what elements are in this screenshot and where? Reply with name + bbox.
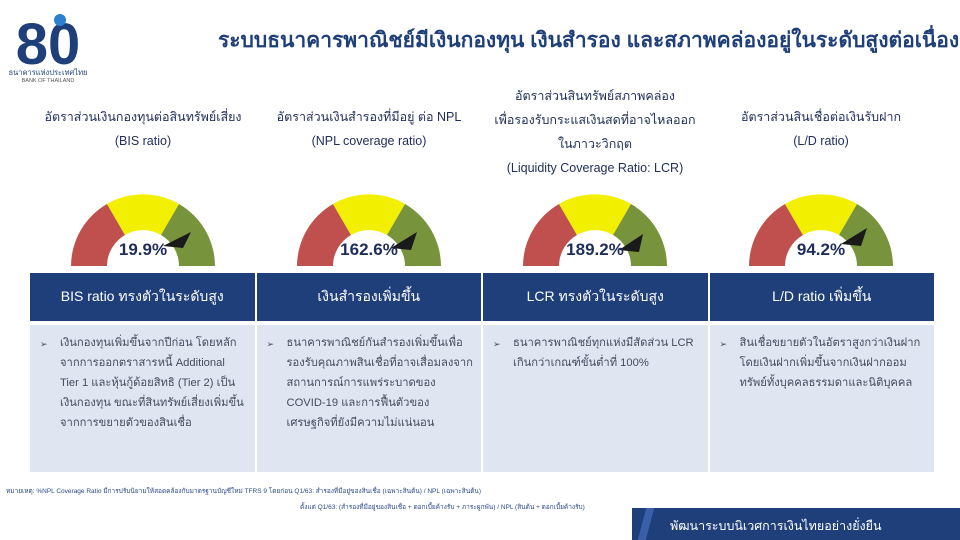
gauge-needle bbox=[841, 228, 867, 246]
gauge-needle bbox=[391, 232, 417, 250]
page-title: ระบบธนาคารพาณิชย์มีเงินกองทุน เงินสำรอง … bbox=[218, 29, 960, 52]
bank-logo: 80 bbox=[8, 6, 86, 94]
footnote-line-2: ตั้งแต่ Q1/63: (สำรองที่มีอยู่ของสินเชื่… bbox=[300, 504, 585, 511]
summary-header-lcr: LCR ทรงตัวในระดับสูง bbox=[483, 273, 710, 321]
summary-panel-bis: ➢ เงินกองทุนเพิ่มขึ้นจากปีก่อน โดยหลักจา… bbox=[30, 325, 255, 472]
indicator-title-line: เพื่อรองรับกระแสเงินสดที่อาจไหลออก bbox=[494, 113, 696, 127]
bullet-text: สินเชื่อขยายตัวในอัตราสูงกว่าเงินฝาก โดย… bbox=[739, 337, 921, 389]
gauge-dial bbox=[71, 194, 215, 266]
indicator-title-line: อัตราส่วนเงินสำรองที่มีอยู่ ต่อ NPL bbox=[276, 110, 462, 124]
indicator-title-bis: อัตราส่วนเงินกองทุนต่อสินทรัพย์เสี่ยง (B… bbox=[30, 105, 256, 153]
summary-header-npl: เงินสำรองเพิ่มขึ้น bbox=[257, 273, 483, 321]
bullet-text: เงินกองทุนเพิ่มขึ้นจากปีก่อน โดยหลักจากก… bbox=[60, 337, 244, 429]
summary-header-ld: L/D ratio เพิ่มขึ้น bbox=[772, 288, 872, 304]
indicator-title-ld: อัตราส่วนสินเชื่อต่อเงินรับฝาก (L/D rati… bbox=[708, 105, 934, 153]
summary-panel-lcr: ➢ ธนาคารพาณิชย์ทุกแห่งมีสัดส่วน LCR เกิน… bbox=[483, 325, 708, 472]
gauge-needle bbox=[163, 232, 191, 248]
indicator-title-line: อัตราส่วนเงินกองทุนต่อสินทรัพย์เสี่ยง bbox=[44, 110, 242, 124]
indicator-title-line: (NPL coverage ratio) bbox=[311, 134, 427, 148]
bottom-banner-text: พัฒนาระบบนิเวศการเงินไทยอย่างยั่งยืน bbox=[670, 519, 882, 533]
gauge-ld: 94.2% bbox=[708, 188, 934, 268]
list-item: ➢ เงินกองทุนเพิ่มขึ้นจากปีก่อน โดยหลักจา… bbox=[40, 333, 247, 433]
summary-header-row: BIS ratio ทรงตัวในระดับสูง เงินสำรองเพิ่… bbox=[30, 273, 934, 321]
gauge-dial bbox=[749, 194, 893, 266]
arrow-bullet-icon: ➢ bbox=[493, 339, 501, 349]
list-item: ➢ สินเชื่อขยายตัวในอัตราสูงกว่าเงินฝาก โ… bbox=[720, 333, 927, 393]
bullet-text: ธนาคารพาณิชย์ทุกแห่งมีสัดส่วน LCR เกินกว… bbox=[513, 337, 694, 369]
arrow-bullet-icon: ➢ bbox=[40, 339, 48, 349]
footnote-line-1: หมายเหตุ: %NPL Coverage Ratio มีการปรับน… bbox=[6, 488, 482, 495]
logo-numeral: 80 bbox=[16, 12, 81, 70]
indicator-title-line: (L/D ratio) bbox=[793, 134, 849, 148]
logo-caption-thai: ธนาคารแห่งประเทศไทย bbox=[8, 68, 88, 77]
summary-panel-npl: ➢ ธนาคารพาณิชย์กันสำรองเพิ่มขึ้นเพื่อรอง… bbox=[256, 325, 481, 472]
indicator-title-line: ในภาวะวิกฤต bbox=[558, 137, 632, 151]
indicator-title-npl: อัตราส่วนเงินสำรองที่มีอยู่ ต่อ NPL (NPL… bbox=[256, 105, 482, 153]
indicator-title-line: (Liquidity Coverage Ratio: LCR) bbox=[506, 161, 684, 175]
gauge-value: 19.9% bbox=[118, 240, 168, 259]
indicator-title-lcr: อัตราส่วนสินทรัพย์สภาพคล่อง เพื่อรองรับก… bbox=[482, 84, 708, 180]
logo-caption: ธนาคารแห่งประเทศไทย BANK OF THAILAND bbox=[6, 68, 90, 86]
arrow-bullet-icon: ➢ bbox=[266, 339, 275, 349]
indicator-title-line: อัตราส่วนสินเชื่อต่อเงินรับฝาก bbox=[740, 110, 902, 124]
summary-header-bis: BIS ratio ทรงตัวในระดับสูง bbox=[30, 273, 257, 321]
list-item: ➢ ธนาคารพาณิชย์กันสำรองเพิ่มขึ้นเพื่อรอง… bbox=[267, 333, 474, 433]
gauge-dial bbox=[523, 194, 667, 266]
gauge-needle bbox=[619, 234, 643, 252]
gauge-npl: 162.6% bbox=[256, 188, 482, 268]
list-item: ➢ ธนาคารพาณิชย์ทุกแห่งมีสัดส่วน LCR เกิน… bbox=[493, 333, 700, 373]
arrow-bullet-icon: ➢ bbox=[719, 339, 728, 349]
gauge-lcr: 189.2% bbox=[482, 188, 708, 268]
gauge-bis: 19.9% bbox=[30, 188, 256, 268]
summary-panel-ld: ➢ สินเชื่อขยายตัวในอัตราสูงกว่าเงินฝาก โ… bbox=[709, 325, 934, 472]
gauge-value: 94.2% bbox=[796, 240, 846, 259]
gauge-dial bbox=[297, 194, 441, 266]
logo-caption-english: BANK OF THAILAND bbox=[21, 78, 75, 84]
gauge-value: 162.6% bbox=[340, 240, 398, 259]
gauge-value: 189.2% bbox=[566, 240, 624, 259]
bullet-text: ธนาคารพาณิชย์กันสำรองเพิ่มขึ้นเพื่อรองรั… bbox=[286, 337, 473, 429]
bottom-banner bbox=[632, 508, 960, 540]
indicator-title-line: อัตราส่วนสินทรัพย์สภาพคล่อง bbox=[514, 89, 675, 103]
summary-body-row: ➢ เงินกองทุนเพิ่มขึ้นจากปีก่อน โดยหลักจา… bbox=[30, 325, 934, 472]
indicator-title-line: (BIS ratio) bbox=[114, 134, 172, 148]
